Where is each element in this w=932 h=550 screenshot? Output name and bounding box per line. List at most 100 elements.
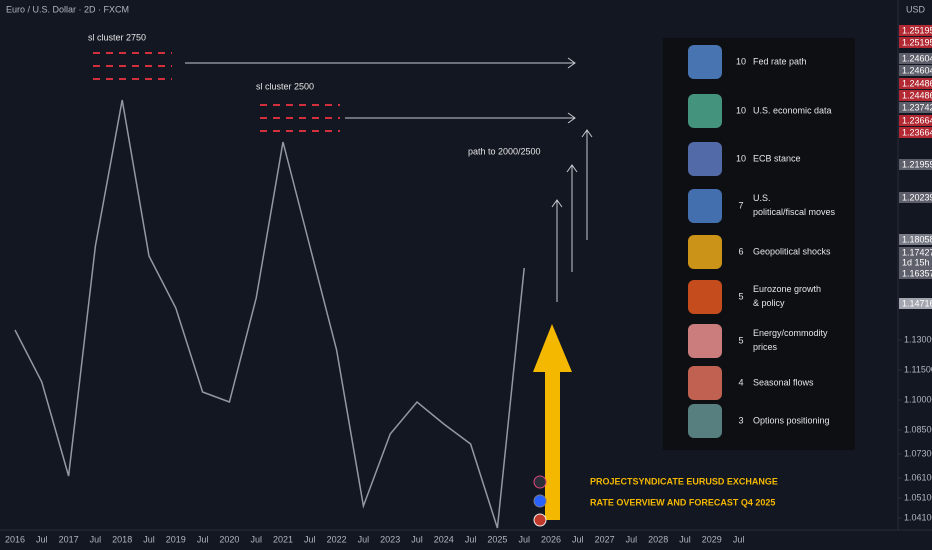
price-tag-box xyxy=(899,247,932,258)
x-tick-label: 2017 xyxy=(59,534,79,544)
price-tag: 1d 15h xyxy=(902,257,930,267)
price-tag: 1.20239 xyxy=(902,192,932,202)
driver-label: Geopolitical shocks xyxy=(753,246,831,256)
driver-label: Fed rate path xyxy=(753,56,807,66)
price-tag: 1.17427 xyxy=(902,247,932,257)
price-tag: 1.21959 xyxy=(902,159,932,169)
driver-score: 5 xyxy=(738,335,743,345)
driver-icon xyxy=(688,45,722,79)
driver-label: U.S. political/fiscal moves xyxy=(753,193,836,217)
annotation: path to 2000/2500 xyxy=(468,146,541,156)
price-tags: 1.25195 1.25195 1.24604 1.24604 1.24486 1.244… xyxy=(899,25,932,309)
x-tick-label: 2028 xyxy=(648,534,668,544)
price-tag: 1.24604 xyxy=(902,53,932,63)
x-tick-label: 2018 xyxy=(112,534,132,544)
driver-score: 6 xyxy=(738,246,743,256)
price-tag: 1.18058 xyxy=(902,234,932,244)
x-tick-label: Jul xyxy=(411,534,423,544)
price-tag-box xyxy=(899,65,932,76)
driver-icon xyxy=(688,280,722,314)
price-tag: 1.23742 xyxy=(902,102,932,112)
x-tick-label: Jul xyxy=(90,534,102,544)
x-tick-label: Jul xyxy=(143,534,155,544)
driver-score: 4 xyxy=(738,377,743,387)
price-tag-box xyxy=(899,257,932,268)
overlay-title: PROJECTSYNDICATE EURUSD EXCHANGE xyxy=(590,476,778,486)
x-tick-label: 2020 xyxy=(219,534,239,544)
driver-icon xyxy=(688,366,722,400)
x-tick-label: Jul xyxy=(733,534,745,544)
x-tick-label: Jul xyxy=(304,534,316,544)
price-tag: 1.23664 xyxy=(902,127,932,137)
x-tick-label: Jul xyxy=(465,534,477,544)
x-tick-label: Jul xyxy=(626,534,638,544)
price-tag-box xyxy=(899,102,932,113)
driver-icon xyxy=(688,189,722,223)
x-tick-label: 2024 xyxy=(434,534,454,544)
symbol-title: Euro / U.S. Dollar · 2D · FXCM xyxy=(6,4,129,14)
price-tag-box xyxy=(899,90,932,101)
price-tag-box xyxy=(899,159,932,170)
driver-label: ECB stance xyxy=(753,153,801,163)
price-tag: 1.23664 xyxy=(902,115,932,125)
driver-score: 10 xyxy=(736,56,746,66)
x-tick-label: 2016 xyxy=(5,534,25,544)
price-tag: 1.14716 xyxy=(902,298,932,308)
price-tag: 1.25195 xyxy=(902,37,932,47)
x-tick-label: 2019 xyxy=(166,534,186,544)
y-tick-label: 1.07300 xyxy=(904,448,932,458)
event-icons xyxy=(533,475,547,527)
driver-label: Eurozone growth & policy xyxy=(753,284,821,308)
price-tag-box xyxy=(899,268,932,279)
driver-icon xyxy=(688,235,722,269)
annotation: sl cluster 2500 xyxy=(256,81,314,91)
x-tick-label: Jul xyxy=(518,534,530,544)
price-tag-box xyxy=(899,234,932,245)
arrows xyxy=(185,57,593,302)
x-tick-label: Jul xyxy=(679,534,691,544)
x-tick-label: Jul xyxy=(36,534,48,544)
y-tick-label: 1.11500 xyxy=(904,364,932,374)
x-tick-label: 2029 xyxy=(702,534,722,544)
price-tag: 1.24604 xyxy=(902,65,932,75)
driver-icon xyxy=(688,94,722,128)
y-tick-label: 1.05100 xyxy=(904,492,932,502)
driver-label: Energy/commodity prices xyxy=(753,328,828,352)
x-tick-label: 2023 xyxy=(380,534,400,544)
price-line xyxy=(14,99,525,529)
x-tick-label: Jul xyxy=(197,534,209,544)
stop-loss-cluster xyxy=(93,52,340,132)
price-tag-box xyxy=(899,53,932,64)
y-tick-label: 1.08500 xyxy=(904,424,932,434)
x-tick-label: 2026 xyxy=(541,534,561,544)
driver-label: Options positioning xyxy=(753,415,830,425)
overlay-title: RATE OVERVIEW AND FORECAST Q4 2025 xyxy=(590,497,775,507)
x-tick-label: Jul xyxy=(358,534,370,544)
driver-score: 7 xyxy=(738,200,743,210)
driver-icon xyxy=(688,404,722,438)
x-tick-label: 2022 xyxy=(327,534,347,544)
price-tag-box xyxy=(899,298,932,309)
x-tick-label: 2027 xyxy=(595,534,615,544)
price-tag-box xyxy=(899,127,932,138)
price-tag: 1.25195 xyxy=(902,25,932,35)
driver-score: 10 xyxy=(736,153,746,163)
currency: USD xyxy=(906,4,926,14)
price-tag-box xyxy=(899,115,932,126)
driver-icon xyxy=(688,324,722,358)
price-tag-box xyxy=(899,192,932,203)
y-tick-label: 1.04100 xyxy=(904,512,932,522)
driver-icon xyxy=(688,142,722,176)
driver-label: Seasonal flows xyxy=(753,377,814,387)
y-tick-label: 1.06100 xyxy=(904,472,932,482)
price-tag: 1.16357 xyxy=(902,268,932,278)
driver-label: U.S. economic data xyxy=(753,105,832,115)
price-tag-box xyxy=(899,25,932,36)
driver-score: 3 xyxy=(738,415,743,425)
y-tick-label: 1.13000 xyxy=(904,334,932,344)
driver-score: 10 xyxy=(736,105,746,115)
drivers-list: 10 Fed rate path 10 U.S. economic data 10 ECB… xyxy=(688,45,836,438)
yellow-arrow xyxy=(533,324,572,520)
driver-score: 5 xyxy=(738,291,743,301)
